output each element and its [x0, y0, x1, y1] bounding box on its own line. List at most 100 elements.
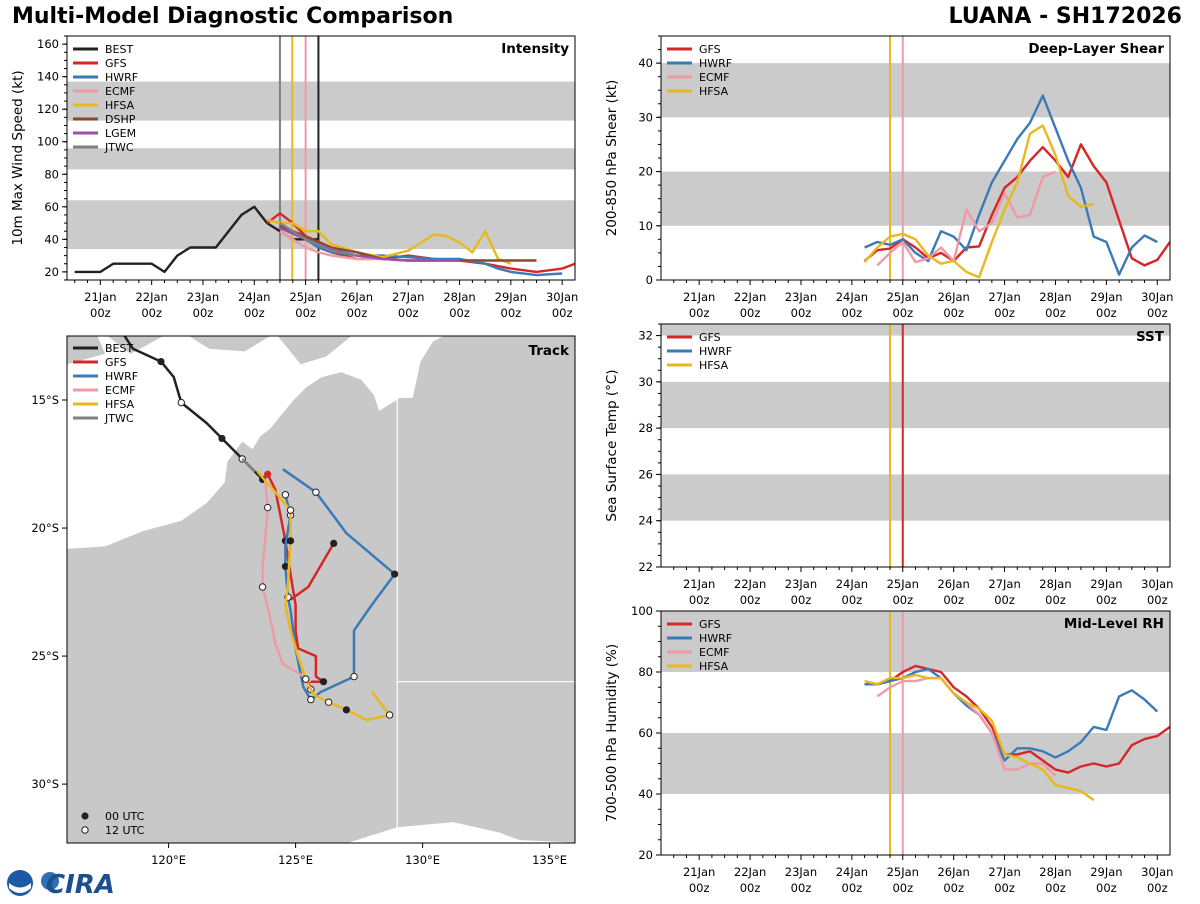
shear-ylabel: 200-850 hPa Shear (kt) [604, 80, 620, 237]
intensity-ytick-label: 140 [37, 70, 59, 84]
intensity-xtick-label: 22Jan [135, 290, 167, 304]
sst-legend-label: HWRF [699, 345, 732, 358]
intensity-legend-label: BEST [105, 43, 133, 56]
intensity-ylabel: 10m Max Wind Speed (kt) [10, 70, 26, 245]
sst-band-0 [661, 474, 1170, 521]
sst-xtick-label: 23Jan [785, 577, 817, 591]
shear-series-hwrf [864, 94, 1158, 276]
sst-xtick-label: 00z [994, 593, 1015, 607]
track-line-ecmf [261, 479, 312, 683]
intensity-plot-area [67, 36, 575, 280]
shear-xtick-label: 25Jan [887, 290, 919, 304]
intensity-ytick-label: 60 [44, 200, 59, 214]
rh-xtick-label: 00z [994, 881, 1015, 895]
intensity-xtick-label: 00z [552, 306, 573, 320]
sst-xtick-label: 21Jan [683, 577, 715, 591]
rh-ytick-label: 80 [638, 665, 653, 679]
intensity-xtick-label: 27Jan [392, 290, 424, 304]
shear-plot-area [661, 36, 1170, 280]
intensity-legend-label: ECMF [105, 85, 135, 98]
intensity-series-hfsa [266, 218, 512, 265]
track-point-12utc [263, 503, 272, 512]
rh-xtick-label: 00z [842, 881, 863, 895]
island-0 [67, 336, 106, 365]
intensity-xtick-label: 23Jan [187, 290, 219, 304]
track-legend-label: HWRF [105, 370, 138, 383]
track-point-12utc [177, 398, 186, 407]
cira-globe-icon [41, 872, 59, 890]
rh-xtick-label: 21Jan [683, 865, 715, 879]
sst-ytick-label: 26 [638, 467, 653, 481]
intensity-xtick-label: 30Jan [546, 290, 578, 304]
rh-xtick-label: 00z [1096, 881, 1117, 895]
track-point-12utc [312, 488, 320, 496]
track-ytick-label: 30°S [31, 777, 59, 791]
shear-xtick-label: 00z [943, 306, 964, 320]
shear-xtick-label: 00z [1096, 306, 1117, 320]
track-point-00utc [157, 358, 165, 366]
intensity-band-1 [67, 148, 575, 170]
track-legend-label: JTWC [104, 412, 134, 425]
track-xtick-label: 120°E [151, 853, 186, 867]
intensity-legend-label: JTWC [104, 141, 134, 154]
island-1 [107, 336, 164, 354]
track-point-12utc [385, 711, 394, 719]
rh-ytick-label: 100 [631, 604, 653, 618]
sst-xtick-label: 00z [791, 593, 812, 607]
track-point-12utc [307, 695, 315, 704]
rh-xtick-label: 24Jan [836, 865, 868, 879]
rh-xtick-label: 27Jan [988, 865, 1020, 879]
track-legend-label: ECMF [105, 384, 135, 397]
shear-xtick-label: 00z [1147, 306, 1168, 320]
sst-xtick-label: 25Jan [887, 577, 919, 591]
sst-xtick-label: 22Jan [734, 577, 766, 591]
rh-xtick-label: 25Jan [887, 865, 919, 879]
intensity-band-2 [67, 81, 575, 121]
sst-band-2 [661, 324, 1170, 336]
shear-xtick-label: 00z [1045, 306, 1066, 320]
track-frame [66, 335, 576, 844]
sst-ylabel: Sea Surface Temp (°C) [604, 369, 620, 521]
shear-legend-label: ECMF [699, 71, 729, 84]
sst-xtick-label: 26Jan [937, 577, 969, 591]
shear-ytick-label: 10 [638, 219, 653, 233]
intensity-legend-label: HWRF [105, 71, 138, 84]
sst-title: SST [1136, 329, 1165, 345]
sst-ytick-label: 32 [638, 329, 653, 343]
rh-xtick-label: 28Jan [1039, 865, 1071, 879]
track-title: Track [529, 343, 570, 359]
track-point-00utc [319, 678, 328, 686]
track-point-12utc [350, 672, 358, 681]
cira-logo: CIRA [6, 866, 116, 900]
shear-ytick-label: 40 [638, 56, 653, 70]
marker-legend-00utc [81, 812, 89, 820]
shear-ytick-label: 30 [638, 110, 653, 124]
rh-xtick-label: 29Jan [1090, 865, 1122, 879]
shear-xtick-label: 24Jan [836, 290, 868, 304]
track-point-12utc [302, 675, 310, 683]
shear-title: Deep-Layer Shear [1028, 41, 1164, 57]
rh-legend-label: HWRF [699, 632, 732, 645]
track-ytick-label: 20°S [31, 521, 59, 535]
track-xtick-label: 125°E [278, 853, 313, 867]
track-ytick-label: 15°S [31, 393, 59, 407]
storm-id-title: LUANA - SH172026 [948, 4, 1182, 29]
track-ytick-label: 25°S [31, 649, 59, 663]
intensity-series-jtwc [279, 222, 358, 257]
rh-ytick-label: 40 [638, 787, 653, 801]
track-legend-label: GFS [105, 356, 127, 369]
australia-landmass [67, 336, 575, 843]
intensity-xtick-label: 24Jan [238, 290, 270, 304]
rh-title: Mid-Level RH [1064, 616, 1164, 632]
intensity-ytick-label: 80 [44, 167, 59, 181]
shear-xtick-label: 23Jan [785, 290, 817, 304]
rh-xtick-label: 30Jan [1141, 865, 1173, 879]
track-point-00utc [391, 570, 399, 578]
sst-xtick-label: 00z [740, 593, 761, 607]
intensity-ytick-label: 100 [37, 135, 59, 149]
sst-xtick-label: 00z [842, 593, 863, 607]
track-xtick-label: 130°E [405, 853, 440, 867]
rh-plot-area [661, 611, 1170, 855]
intensity-xtick-label: 00z [347, 306, 368, 320]
